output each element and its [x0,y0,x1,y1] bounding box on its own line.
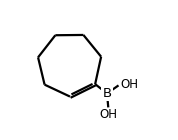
Text: OH: OH [121,78,138,91]
Text: OH: OH [99,108,117,122]
Text: B: B [103,87,112,100]
